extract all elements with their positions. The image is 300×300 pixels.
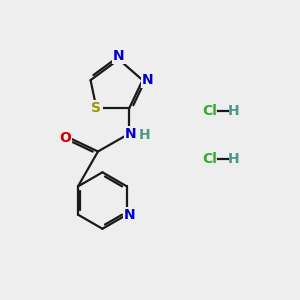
Text: N: N <box>124 208 136 222</box>
Text: H: H <box>139 128 151 142</box>
Text: H: H <box>228 152 240 166</box>
Text: H: H <box>228 104 240 118</box>
Text: N: N <box>125 127 136 141</box>
Text: Cl: Cl <box>202 152 217 166</box>
Text: Cl: Cl <box>202 104 217 118</box>
Text: N: N <box>142 73 154 87</box>
Text: N: N <box>113 50 124 63</box>
Text: O: O <box>59 131 71 145</box>
Text: S: S <box>92 101 101 116</box>
